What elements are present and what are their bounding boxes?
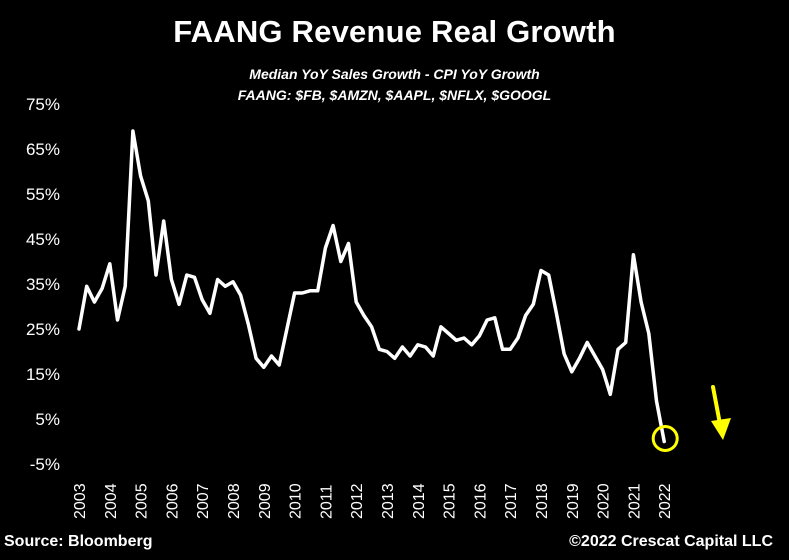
y-tick-label: 5% (35, 410, 60, 429)
highlight-circle (651, 425, 679, 452)
x-tick-label: 2015 (442, 483, 459, 519)
x-tick-label: 2019 (565, 483, 582, 519)
y-tick-label: 55% (26, 185, 60, 204)
chart-subtitle-line-2: FAANG: $FB, $AMZN, $AAPL, $NFLX, $GOOGL (237, 87, 552, 103)
x-tick-label: 2020 (596, 483, 613, 519)
x-tick-label: 2016 (472, 483, 489, 519)
y-tick-label: 65% (26, 140, 60, 159)
x-tick-label: 2004 (103, 483, 120, 519)
copyright-note: ©2022 Crescat Capital LLC (569, 533, 773, 550)
chart-subtitle-line-1: Median YoY Sales Growth - CPI YoY Growth (249, 66, 540, 82)
down-arrow-icon (711, 385, 731, 440)
arrow-head (711, 418, 731, 440)
x-tick-label: 2006 (164, 483, 181, 519)
x-tick-label: 2008 (226, 483, 243, 519)
y-tick-label: 25% (26, 320, 60, 339)
x-tick-label: 2017 (503, 483, 520, 519)
y-tick-label: 45% (26, 230, 60, 249)
series-line (77, 129, 666, 444)
x-tick-label: 2005 (134, 483, 151, 519)
y-axis-ticks: -5% 5% 15% 25% 35% 45% 55% 65% 75% (26, 95, 60, 474)
source-note: Source: Bloomberg (4, 533, 153, 550)
y-tick-label: 75% (26, 95, 60, 114)
x-tick-label: 2010 (288, 483, 305, 519)
x-tick-label: 2014 (411, 483, 428, 519)
y-tick-label: -5% (30, 455, 60, 474)
x-tick-label: 2009 (257, 483, 274, 519)
x-axis-ticks: 2003 2004 2005 2006 2007 2008 2009 2010 2011 2012… (72, 483, 674, 519)
x-tick-label: 2013 (380, 483, 397, 519)
x-tick-label: 2018 (534, 483, 551, 519)
y-tick-label: 15% (26, 365, 60, 384)
chart-title: FAANG Revenue Real Growth (173, 14, 616, 49)
arrow-shaft (711, 385, 722, 426)
x-tick-label: 2011 (318, 484, 335, 519)
x-tick-label: 2007 (195, 483, 212, 519)
x-tick-label: 2012 (349, 483, 366, 519)
y-tick-label: 35% (26, 275, 60, 294)
x-tick-label: 2022 (657, 483, 674, 519)
x-tick-label: 2021 (626, 483, 643, 519)
x-tick-label: 2003 (72, 483, 89, 519)
